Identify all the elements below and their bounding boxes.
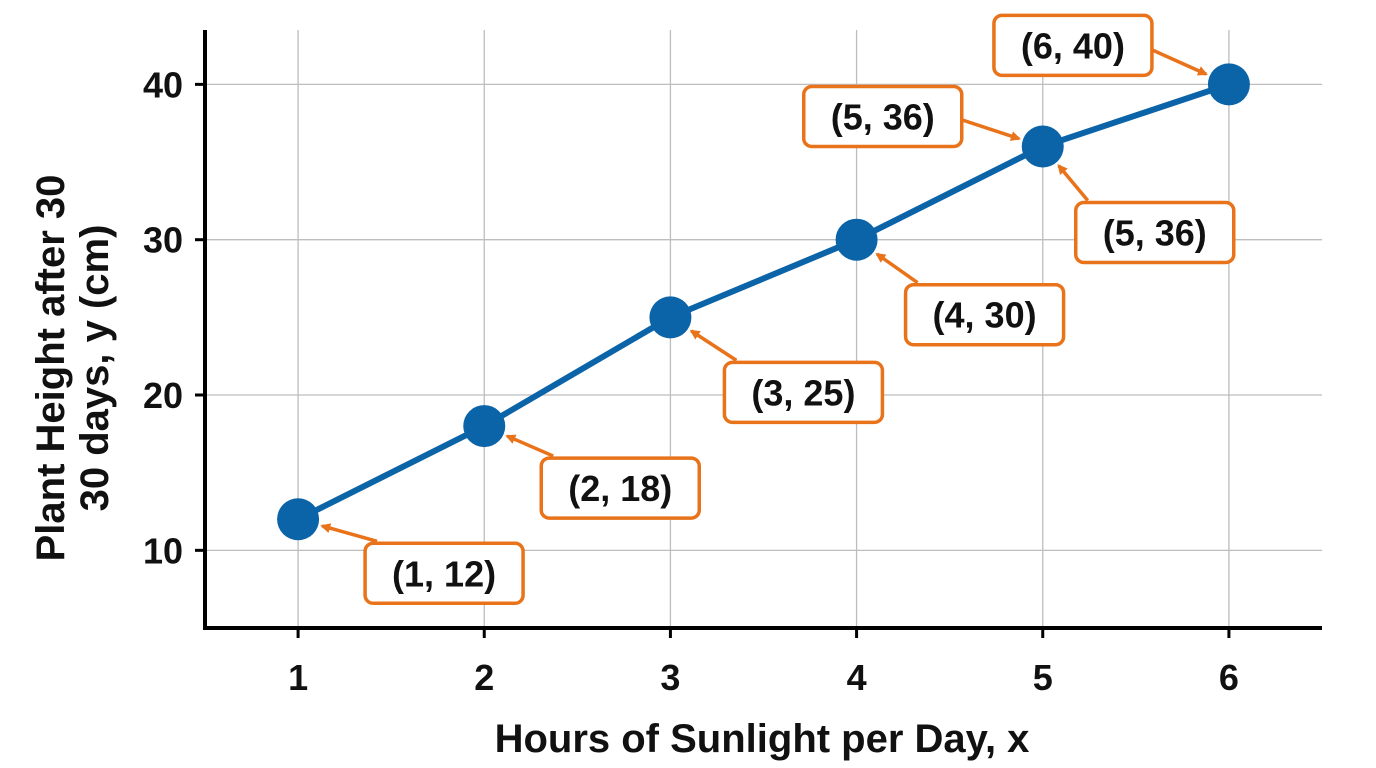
- y-tick-label-40: 40: [143, 64, 183, 105]
- data-point-4: [835, 218, 878, 261]
- annotation-box: [802, 84, 964, 149]
- annotation-label: (6, 40): [1021, 25, 1125, 66]
- annotation-arrow: [505, 434, 554, 458]
- annotation-label: (3, 25): [751, 372, 855, 413]
- data-point-1: [277, 498, 320, 541]
- axes: [195, 30, 1322, 638]
- annotation-arrow: [1057, 164, 1090, 202]
- annotation-arrow: [875, 252, 919, 285]
- data-point-2: [463, 405, 506, 448]
- y-tick-label-30: 30: [143, 220, 183, 261]
- annotation-label: (1, 12): [392, 553, 496, 594]
- series-line-0: [296, 81, 1230, 522]
- annotation-label: (5, 36): [1103, 212, 1207, 253]
- series: [277, 63, 1250, 541]
- y-axis-title-line-2: 30 days, y (cm): [73, 225, 117, 512]
- annotations: (1, 12) (2, 18) (3, 25) (4, 30) (5, 36) (5, 3…: [320, 13, 1236, 606]
- annotation-5: (5, 36): [802, 84, 1021, 149]
- x-tick-label-4: 4: [847, 657, 867, 698]
- y-axis-title-line-1: Plant Height after 30: [29, 175, 73, 562]
- annotation-6: (5, 36): [1057, 164, 1236, 265]
- annotation-1: (1, 12): [320, 523, 525, 606]
- annotation-label: (2, 18): [568, 468, 672, 509]
- data-point-6: [1207, 63, 1250, 106]
- annotation-box: [539, 456, 701, 520]
- annotation-label: (5, 36): [831, 96, 935, 137]
- tick-labels: 1 2 3 4 5 6 10 20 30 40: [143, 64, 1239, 698]
- annotation-4: (4, 30): [875, 252, 1066, 347]
- annotation-arrow: [689, 329, 738, 362]
- y-tick-label-10: 10: [143, 530, 183, 571]
- annotation-box: [722, 360, 885, 425]
- x-tick-label-5: 5: [1033, 657, 1053, 698]
- x-tick-label-3: 3: [660, 657, 680, 698]
- x-tick-label-1: 1: [288, 657, 308, 698]
- x-tick-label-6: 6: [1219, 657, 1239, 698]
- annotation-box: [1074, 200, 1236, 265]
- annotation-label: (4, 30): [933, 295, 1037, 336]
- annotation-box: [992, 13, 1154, 78]
- x-axis-title: Hours of Sunlight per Day, x: [495, 717, 1030, 761]
- annotation-arrow: [320, 523, 378, 543]
- annotation-box: [363, 541, 525, 606]
- data-point-3: [649, 296, 692, 339]
- axis-titles: Hours of Sunlight per Day, x Plant Heigh…: [29, 175, 1029, 761]
- data-point-5: [1021, 125, 1064, 168]
- x-tick-label-2: 2: [474, 657, 494, 698]
- annotation-2: (2, 18): [505, 434, 701, 520]
- annotation-box: [903, 282, 1066, 347]
- annotation-7: (6, 40): [992, 13, 1208, 78]
- annotation-3: (3, 25): [689, 329, 885, 425]
- y-tick-label-20: 20: [143, 375, 183, 416]
